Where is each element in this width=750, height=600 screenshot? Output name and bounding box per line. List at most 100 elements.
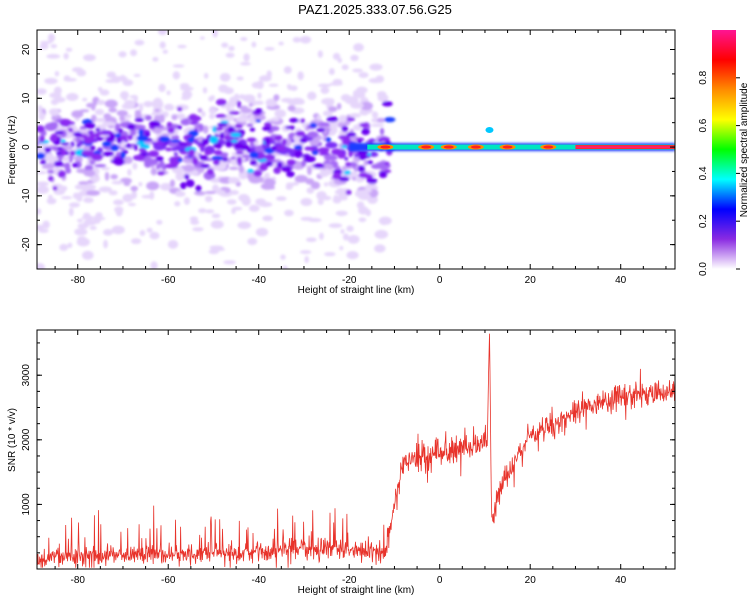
- spectrogram-cell: [49, 108, 60, 116]
- spectrogram-cell: [227, 177, 240, 184]
- spectrogram-cell: [330, 121, 338, 129]
- spectrogram-cell: [265, 98, 278, 107]
- x-tick-label: -40: [251, 575, 266, 586]
- spectrogram-cell: [274, 109, 287, 118]
- x-tick-label: -20: [342, 275, 357, 286]
- colorbar: 0.0 0.2 0.4 0.6 0.8 Normalized spectral ampl…: [698, 30, 750, 276]
- spectrogram-cell: [117, 128, 123, 134]
- spectrogram-cell: [127, 168, 132, 176]
- spectrogram-cell: [324, 252, 336, 257]
- spectrogram-cell: [264, 47, 275, 51]
- spectrogram-cell: [249, 127, 256, 132]
- spectrogram-cell: [141, 194, 155, 199]
- spectrogram-cell: [62, 156, 70, 162]
- spectrogram-cell: [114, 206, 124, 213]
- spectrogram-cell: [321, 195, 332, 201]
- spectrogram-cell: [228, 111, 241, 115]
- spectrogram-cell: [67, 242, 73, 249]
- spectrogram-cell: [91, 105, 96, 111]
- spectrogram-cell: [366, 177, 378, 184]
- spectrogram-cell: [95, 117, 108, 123]
- spectrogram-cell: [150, 164, 155, 168]
- spectrogram-cell: [292, 181, 299, 186]
- x-tick-label: -80: [70, 275, 85, 286]
- spectrogram-cell: [257, 147, 262, 151]
- spectrogram-cell: [205, 209, 215, 214]
- spectrogram-cell: [168, 105, 175, 111]
- y-tick-label: 1000: [21, 493, 32, 516]
- spectrogram-cell: [50, 44, 58, 49]
- spectrogram-cell: [200, 36, 205, 40]
- spectrogram-cell: [72, 192, 80, 199]
- spectrogram-cell: [240, 62, 251, 66]
- spectrogram-cell: [292, 37, 302, 43]
- spectrogram-cell: [177, 158, 183, 163]
- spectrogram-cell: [101, 166, 111, 171]
- spectrogram-cell: [350, 54, 359, 62]
- figure-title: PAZ1.2025.333.07.56.G25: [298, 2, 452, 17]
- spectrogram-cell: [66, 93, 79, 101]
- spectrogram-cell: [219, 132, 225, 140]
- spectrogram-cell: [255, 227, 269, 237]
- spectrogram-cell: [357, 139, 362, 144]
- spectrogram-cell: [204, 195, 213, 203]
- spectrogram-cell: [193, 191, 206, 196]
- spectrogram-cell: [332, 52, 341, 60]
- spectrogram-cell: [376, 117, 386, 123]
- spectrogram-cell: [287, 105, 296, 112]
- spectrogram-cell: [274, 134, 283, 142]
- spectrogram-cell: [280, 254, 286, 260]
- spectrogram-cell: [310, 181, 321, 190]
- spectrogram-cell: [210, 220, 224, 229]
- spectrogram-cell: [134, 111, 142, 120]
- spectrogram-cell: [236, 156, 243, 165]
- spectrogram-cell: [212, 184, 219, 193]
- spectrogram-cell: [254, 100, 264, 105]
- spectrogram-cell: [154, 108, 160, 113]
- spectrogram-cell: [122, 79, 134, 86]
- spectrogram-cell: [294, 99, 305, 105]
- x-tick-label: 0: [437, 575, 443, 586]
- spectrogram-noise-blobs: [37, 30, 396, 269]
- spectrogram-cell: [83, 197, 94, 204]
- spectrogram-cell: [155, 156, 164, 162]
- spectrogram-cell: [76, 69, 87, 77]
- spectrogram-cell: [249, 151, 259, 159]
- spectrogram-cell: [113, 157, 125, 166]
- spectrogram-cell: [380, 219, 388, 226]
- spectrogram-cell: [332, 172, 342, 180]
- spectrogram-cell: [73, 131, 83, 137]
- spectrogram-cell: [253, 114, 266, 121]
- spectrogram-cell: [81, 250, 94, 260]
- spectrogram-cell: [256, 80, 264, 90]
- spectrogram-cell: [365, 209, 371, 217]
- spectrogram-cell: [54, 130, 65, 135]
- spectrogram-cell: [129, 128, 137, 136]
- spectrogram-cell: [222, 157, 229, 162]
- spectrogram-cell: [201, 111, 206, 117]
- spectrogram-cell: [77, 218, 83, 223]
- spectrogram-cell: [283, 66, 292, 74]
- spectrogram-cell: [81, 150, 92, 156]
- spectrogram-cell: [223, 260, 236, 265]
- spectrogram-cell: [74, 228, 88, 236]
- spectrogram-cell: [110, 144, 120, 152]
- spectrogram-cell: [184, 173, 190, 180]
- spectrogram-cell: [201, 138, 207, 147]
- spectrogram-cell: [104, 171, 110, 181]
- spectrogram-cell: [248, 102, 254, 107]
- spectrogram-cell: [316, 127, 326, 133]
- spectrogram-cell: [214, 163, 227, 171]
- spectrogram-cell: [172, 64, 185, 68]
- spectrogram-cell: [384, 161, 390, 166]
- spectrogram-cell: [342, 233, 349, 241]
- spectrogram-cell: [40, 40, 53, 44]
- spectrogram-cell: [153, 97, 163, 107]
- colorbar-ticks: 0.0 0.2 0.4 0.6 0.8: [698, 70, 740, 276]
- spectrogram-cell: [123, 182, 131, 186]
- spectrogram-cell: [47, 33, 55, 43]
- x-tick-label: -40: [251, 275, 266, 286]
- spectrogram-cell: [77, 236, 87, 242]
- spectrogram-cell: [130, 238, 142, 245]
- spectrogram-cell: [59, 118, 72, 127]
